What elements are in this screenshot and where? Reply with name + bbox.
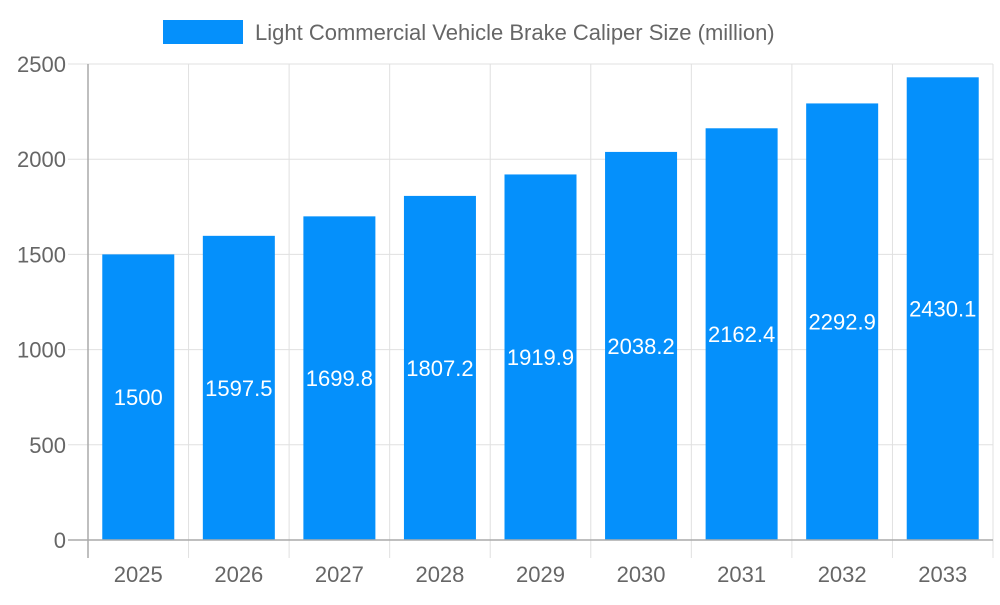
x-tick-label: 2033	[918, 562, 967, 587]
bar	[605, 151, 678, 540]
bar	[403, 195, 476, 540]
data-label: 2162.4	[708, 322, 775, 347]
data-label: 2292.9	[809, 310, 876, 335]
y-tick-label: 500	[29, 433, 66, 458]
x-tick-label: 2032	[818, 562, 867, 587]
data-label: 2038.2	[607, 334, 674, 359]
y-tick-label: 2500	[17, 52, 66, 77]
legend[interactable]: Light Commercial Vehicle Brake Caliper S…	[163, 20, 775, 45]
data-label: 1807.2	[406, 356, 473, 381]
y-tick-label: 1000	[17, 338, 66, 363]
data-label: 1699.8	[306, 366, 373, 391]
axes: 0 500 1000 1500 2000 2500 2025 2026 2027 2028 2029…	[17, 52, 993, 587]
legend-swatch	[163, 20, 243, 44]
bar	[303, 216, 376, 540]
y-tick-label: 0	[54, 528, 66, 553]
data-labels: 1500 1597.5 1699.8 1807.2 1919.9 2038.2 2162.4…	[114, 297, 977, 411]
x-tick-label: 2030	[617, 562, 666, 587]
y-tick-label: 2000	[17, 147, 66, 172]
x-tick-label: 2029	[516, 562, 565, 587]
y-tick-label: 1500	[17, 242, 66, 267]
x-tick-label: 2031	[717, 562, 766, 587]
data-label: 1500	[114, 385, 163, 410]
x-tick-label: 2027	[315, 562, 364, 587]
bar	[202, 235, 275, 540]
x-tick-label: 2028	[415, 562, 464, 587]
x-tick-label: 2026	[214, 562, 263, 587]
data-label: 1597.5	[205, 376, 272, 401]
data-label: 2430.1	[909, 297, 976, 322]
bar	[705, 128, 778, 540]
bar	[906, 77, 979, 540]
legend-label: Light Commercial Vehicle Brake Caliper S…	[255, 20, 775, 45]
x-tick-label: 2025	[114, 562, 163, 587]
data-label: 1919.9	[507, 345, 574, 370]
bar	[504, 174, 577, 540]
bar	[102, 254, 175, 540]
bar	[806, 103, 879, 541]
gridlines	[68, 63, 994, 558]
bars	[102, 77, 979, 541]
